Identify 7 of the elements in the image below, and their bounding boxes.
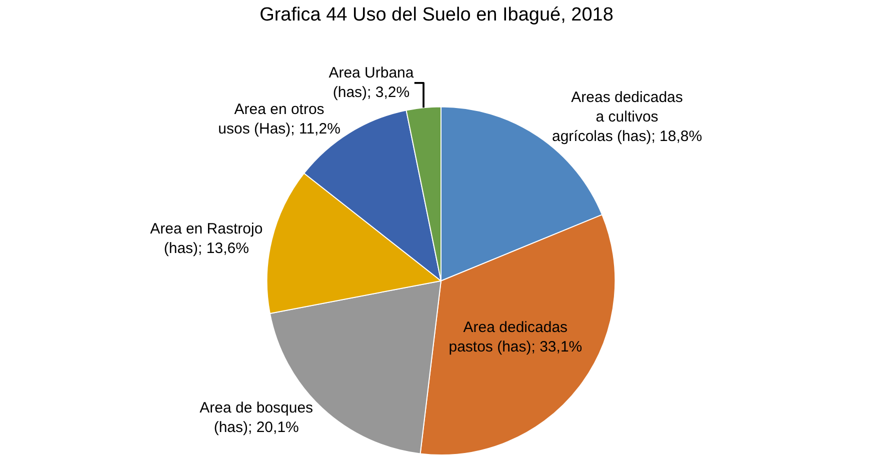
slice-label: Area en otros usos (Has); 11,2% bbox=[218, 101, 340, 138]
slice-label: Area Urbana (has); 3,2% bbox=[328, 64, 414, 102]
slice-label: Areas dedicadas a cultivos agrícolas (has); 18,8% bbox=[552, 88, 702, 145]
slice-label: Area en Rastrojo (has); 13,6% bbox=[150, 220, 263, 257]
slice-label: Area dedicadas pastos (has); 33,1% bbox=[448, 319, 582, 356]
chart-title: Grafica 44 Uso del Suelo en Ibagué, 2018 bbox=[260, 4, 614, 26]
slice-label: Area de bosques (has); 20,1% bbox=[200, 400, 314, 436]
